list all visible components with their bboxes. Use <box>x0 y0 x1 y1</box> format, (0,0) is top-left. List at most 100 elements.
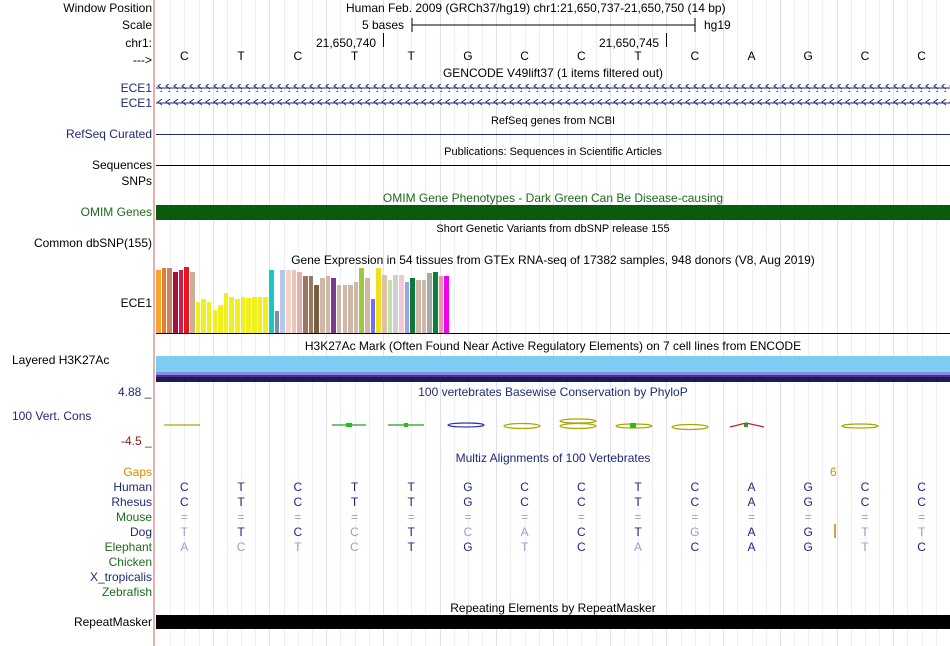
gaps-label[interactable]: Gaps <box>123 465 152 479</box>
gtex-tissue-bar[interactable] <box>172 272 178 333</box>
gtex-tissue-bar[interactable] <box>156 270 161 333</box>
gtex-tissue-bar[interactable] <box>212 310 218 333</box>
h3k27ac-title[interactable]: H3K27Ac Mark (Often Found Near Active Re… <box>304 339 802 353</box>
gencode-label-2[interactable]: ECE1 <box>120 96 152 110</box>
gtex-tissue-bar[interactable] <box>353 282 359 333</box>
gtex-tissue-bar[interactable] <box>342 285 348 333</box>
gtex-tissue-bar[interactable] <box>393 275 398 333</box>
phylop-title[interactable]: 100 vertebrates Basewise Conservation by… <box>418 385 688 399</box>
gtex-tissue-bar[interactable] <box>415 280 421 333</box>
alignment-base: = <box>350 510 358 524</box>
gtex-tissue-bar[interactable] <box>382 275 387 333</box>
gtex-tissue-bar[interactable] <box>331 278 336 333</box>
gtex-tissue-bar[interactable] <box>359 268 365 333</box>
gencode-transcripts[interactable] <box>156 82 950 110</box>
gtex-tissue-bar[interactable] <box>252 297 257 333</box>
gtex-tissue-bar[interactable] <box>370 299 376 333</box>
gtex-tissue-bar[interactable] <box>280 270 285 333</box>
omim-label[interactable]: OMIM Genes <box>80 205 152 219</box>
gtex-tissue-bar[interactable] <box>269 270 274 333</box>
gtex-tissue-bar[interactable] <box>399 275 404 333</box>
gtex-tissue-bar[interactable] <box>297 272 302 333</box>
species-label[interactable]: Elephant <box>104 540 152 554</box>
gtex-tissue-bar[interactable] <box>218 305 223 333</box>
publications-label[interactable]: Sequences <box>91 158 152 172</box>
dbsnp-title[interactable]: Short Genetic Variants from dbSNP releas… <box>436 223 670 235</box>
gtex-tissue-bar[interactable] <box>178 270 184 333</box>
species-label[interactable]: Mouse <box>115 510 152 524</box>
gtex-tissue-bar[interactable] <box>201 299 206 333</box>
gtex-tissue-bar[interactable] <box>421 280 427 333</box>
gencode-title[interactable]: GENCODE V49lift37 (1 items filtered out) <box>442 66 664 80</box>
gtex-tissue-bar[interactable] <box>161 268 167 333</box>
species-label[interactable]: X_tropicalis <box>89 570 152 584</box>
gtex-label[interactable]: ECE1 <box>120 296 152 310</box>
publications-title[interactable]: Publications: Sequences in Scientific Ar… <box>444 146 662 158</box>
h3k27ac-signal-dark[interactable] <box>156 377 950 382</box>
gtex-tissue-bar[interactable] <box>189 272 195 333</box>
gencode-label-1[interactable]: ECE1 <box>120 81 152 95</box>
gtex-tissue-bar[interactable] <box>308 276 314 333</box>
alignment-base: T <box>861 525 869 539</box>
gtex-tissue-bar[interactable] <box>223 293 229 333</box>
gtex-tissue-bar[interactable] <box>444 276 449 333</box>
snps-label[interactable]: SNPs <box>121 174 152 188</box>
alignment-base: A <box>747 495 756 509</box>
h3k27ac-label[interactable]: Layered H3K27Ac <box>12 353 110 367</box>
species-label[interactable]: Dog <box>129 525 152 539</box>
gap-count: 6 <box>830 465 837 479</box>
gtex-tissue-bar[interactable] <box>438 276 444 333</box>
species-label[interactable]: Rhesus <box>111 495 152 509</box>
dbsnp-label[interactable]: Common dbSNP(155) <box>33 236 152 250</box>
repeatmasker-bar[interactable] <box>156 615 950 629</box>
species-label[interactable]: Zebrafish <box>101 585 152 599</box>
h3k27ac-signal-cyan[interactable] <box>156 356 950 372</box>
gtex-tissue-bar[interactable] <box>235 299 240 333</box>
repeatmasker-title[interactable]: Repeating Elements by RepeatMasker <box>450 601 656 615</box>
h3k27ac-signal-purple[interactable] <box>156 375 950 377</box>
gtex-tissue-bar[interactable] <box>274 311 280 333</box>
gtex-tissue-bar[interactable] <box>229 297 235 333</box>
publications-track-line[interactable] <box>156 165 950 166</box>
gtex-tissue-bar[interactable] <box>286 270 291 333</box>
gtex-tissue-bar[interactable] <box>246 298 252 333</box>
gtex-tissue-bar[interactable] <box>410 278 415 333</box>
phylop-glyphs[interactable] <box>156 415 950 435</box>
window-position-value[interactable]: Human Feb. 2009 (GRCh37/hg19) chr1:21,65… <box>346 1 726 15</box>
gtex-tissue-bar[interactable] <box>365 278 370 333</box>
gtex-tissue-bar[interactable] <box>427 273 432 333</box>
refseq-track-line[interactable] <box>156 134 950 135</box>
phylop-label[interactable]: 100 Vert. Cons <box>12 409 92 423</box>
refseq-title[interactable]: RefSeq genes from NCBI <box>490 115 616 127</box>
gtex-tissue-bar[interactable] <box>184 267 189 333</box>
gtex-tissue-bar[interactable] <box>195 302 201 333</box>
gtex-tissue-bar[interactable] <box>167 268 172 333</box>
gtex-tissue-bar[interactable] <box>325 276 331 333</box>
gtex-tissue-bar[interactable] <box>432 272 438 333</box>
repeatmasker-label[interactable]: RepeatMasker <box>73 615 152 629</box>
gtex-tissue-bar[interactable] <box>404 282 410 333</box>
gtex-tissue-bar[interactable] <box>206 302 212 333</box>
multiz-title[interactable]: Multiz Alignments of 100 Vertebrates <box>455 451 651 465</box>
omim-title[interactable]: OMIM Gene Phenotypes - Dark Green Can Be… <box>382 191 724 205</box>
gtex-tissue-bar[interactable] <box>263 297 269 333</box>
omim-gene-bar[interactable] <box>156 205 950 220</box>
alignment-base: = <box>747 510 755 524</box>
ruler-base: C <box>917 49 926 63</box>
gtex-tissue-bar[interactable] <box>240 297 246 333</box>
gtex-tissue-bar[interactable] <box>376 268 382 333</box>
gtex-tissue-bar[interactable] <box>257 297 263 333</box>
gtex-tissue-bar[interactable] <box>348 285 353 333</box>
gtex-tissue-bar[interactable] <box>314 285 319 333</box>
gtex-tissue-bar[interactable] <box>291 270 297 333</box>
gtex-tissue-bar[interactable] <box>302 276 308 333</box>
refseq-label[interactable]: RefSeq Curated <box>65 127 152 141</box>
alignment-base: T <box>237 525 245 539</box>
species-label[interactable]: Chicken <box>108 555 152 569</box>
species-label[interactable]: Human <box>113 480 152 494</box>
gtex-tissue-bar[interactable] <box>336 285 342 333</box>
h3k27ac-signal-lavender[interactable] <box>156 372 950 375</box>
gtex-title[interactable]: Gene Expression in 54 tissues from GTEx … <box>291 253 815 267</box>
gtex-tissue-bar[interactable] <box>319 278 325 333</box>
gtex-tissue-bar[interactable] <box>387 280 393 333</box>
